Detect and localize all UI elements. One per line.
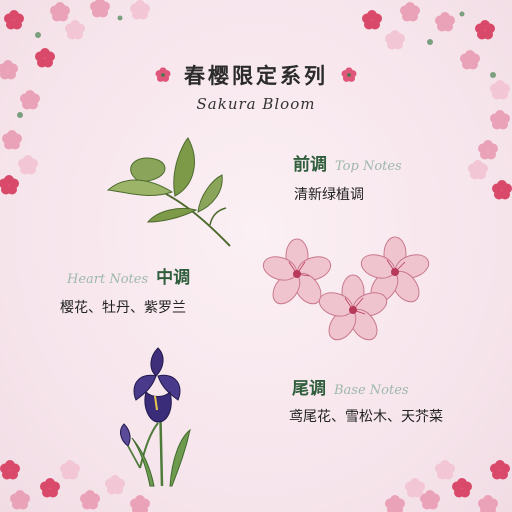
base-notes-label: 尾调: [292, 379, 326, 399]
title-row: 春樱限定系列: [0, 60, 512, 90]
page-subtitle: Sakura Bloom: [196, 95, 316, 113]
base-notes-ingredients: 鸢尾花、雪松木、天芥菜: [289, 409, 443, 425]
heart-notes-heading: Heart Notes 中调: [67, 263, 190, 288]
base-notes-label-en: Base Notes: [334, 383, 409, 398]
base-notes-heading: 尾调 Base Notes: [292, 374, 409, 399]
top-notes-ingredients: 清新绿植调: [294, 187, 364, 203]
heart-notes-label-en: Heart Notes: [67, 272, 149, 287]
top-notes-label-en: Top Notes: [335, 159, 402, 174]
iris-illustration: [120, 347, 191, 487]
top-notes-label: 前调: [293, 155, 327, 175]
green-leaf-illustration: [106, 137, 231, 247]
page-title: 春樱限定系列: [184, 64, 328, 88]
heart-notes-ingredients: 樱花、牡丹、紫罗兰: [60, 300, 186, 316]
top-notes-heading: 前调 Top Notes: [293, 150, 402, 175]
pink-flower-icon: [341, 67, 357, 82]
pink-flower-icon: [155, 67, 171, 82]
cherry-blossom-illustration: [259, 236, 433, 346]
heart-notes-label: 中调: [156, 268, 191, 288]
